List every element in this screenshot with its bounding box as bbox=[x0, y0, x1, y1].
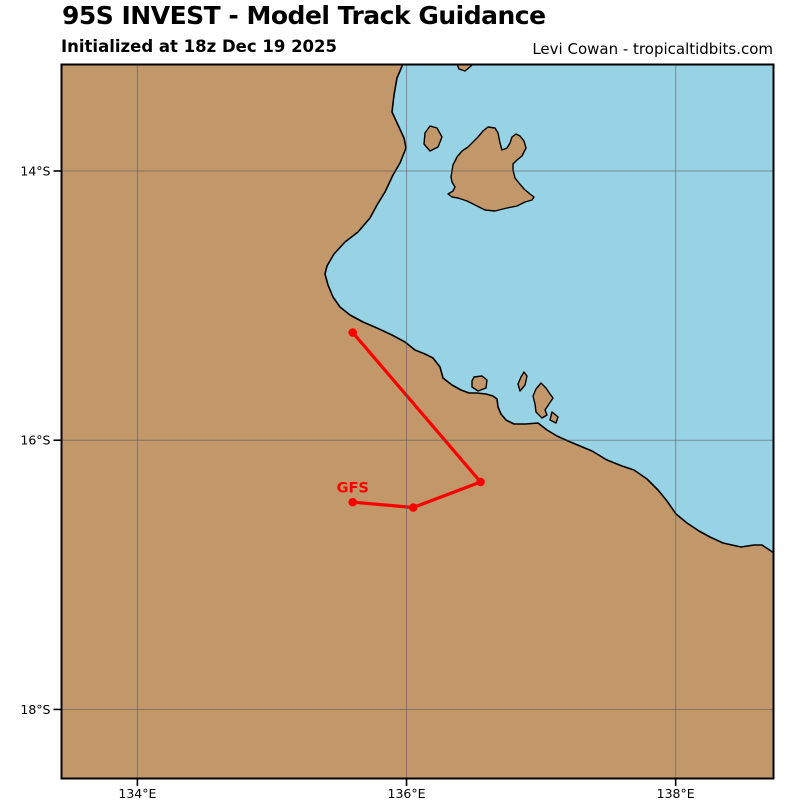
x-tick-label: 134°E bbox=[118, 786, 156, 800]
grid-layer bbox=[61, 64, 774, 779]
groote-eylandt bbox=[447, 126, 535, 212]
gulf-water bbox=[324, 64, 774, 554]
x-tick-label: 138°E bbox=[657, 786, 695, 800]
init-time-subtitle: Initialized at 18z Dec 19 2025 bbox=[61, 37, 337, 56]
track-point-gfs bbox=[348, 328, 358, 337]
y-tick-label: 16°S bbox=[20, 433, 50, 448]
islet-d bbox=[549, 411, 559, 424]
islet-b bbox=[517, 371, 528, 392]
island-west-of-groote bbox=[423, 125, 443, 152]
credit-text: Levi Cowan - tropicaltidbits.com bbox=[532, 40, 773, 58]
page-title: 95S INVEST - Model Track Guidance bbox=[62, 1, 546, 30]
islet-top-border bbox=[456, 64, 474, 72]
y-tick-label: 18°S bbox=[20, 702, 50, 717]
islet-c bbox=[532, 382, 554, 419]
track-point-gfs bbox=[348, 497, 358, 507]
clipped-layers: GFS bbox=[324, 64, 774, 554]
track-line-gfs bbox=[351, 330, 483, 510]
x-tick-label: 136°E bbox=[388, 786, 426, 800]
track-point-gfs bbox=[476, 477, 485, 487]
map-border bbox=[60, 63, 775, 780]
track-label-gfs: GFS bbox=[337, 481, 369, 497]
y-tick-label: 14°S bbox=[20, 163, 50, 178]
track-point-gfs bbox=[408, 503, 418, 512]
islet-a bbox=[471, 375, 488, 392]
